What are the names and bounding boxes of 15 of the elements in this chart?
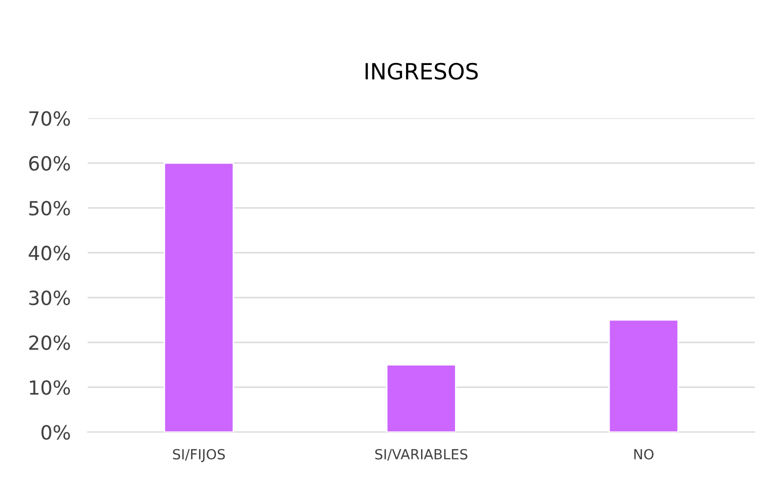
y-tick-label: 40% bbox=[28, 246, 70, 260]
y-tick-label: 0% bbox=[41, 425, 70, 440]
y-tick-label: 20% bbox=[29, 335, 70, 350]
x-tick-label: SI/VARIABLES bbox=[375, 448, 468, 461]
y-tick-label: 70% bbox=[29, 111, 70, 126]
y-tick-label: 10% bbox=[30, 380, 70, 395]
y-tick-label: 30% bbox=[29, 290, 70, 306]
y-tick-label: 50% bbox=[29, 200, 70, 216]
bar bbox=[386, 364, 456, 432]
bar bbox=[164, 162, 234, 432]
x-tick-label: NO bbox=[634, 448, 654, 460]
y-tick-label: 60% bbox=[29, 156, 70, 171]
chart-title: INGRESOS bbox=[366, 62, 478, 80]
x-tick-label: SI/FIJOS bbox=[173, 448, 225, 462]
bar bbox=[608, 319, 679, 432]
